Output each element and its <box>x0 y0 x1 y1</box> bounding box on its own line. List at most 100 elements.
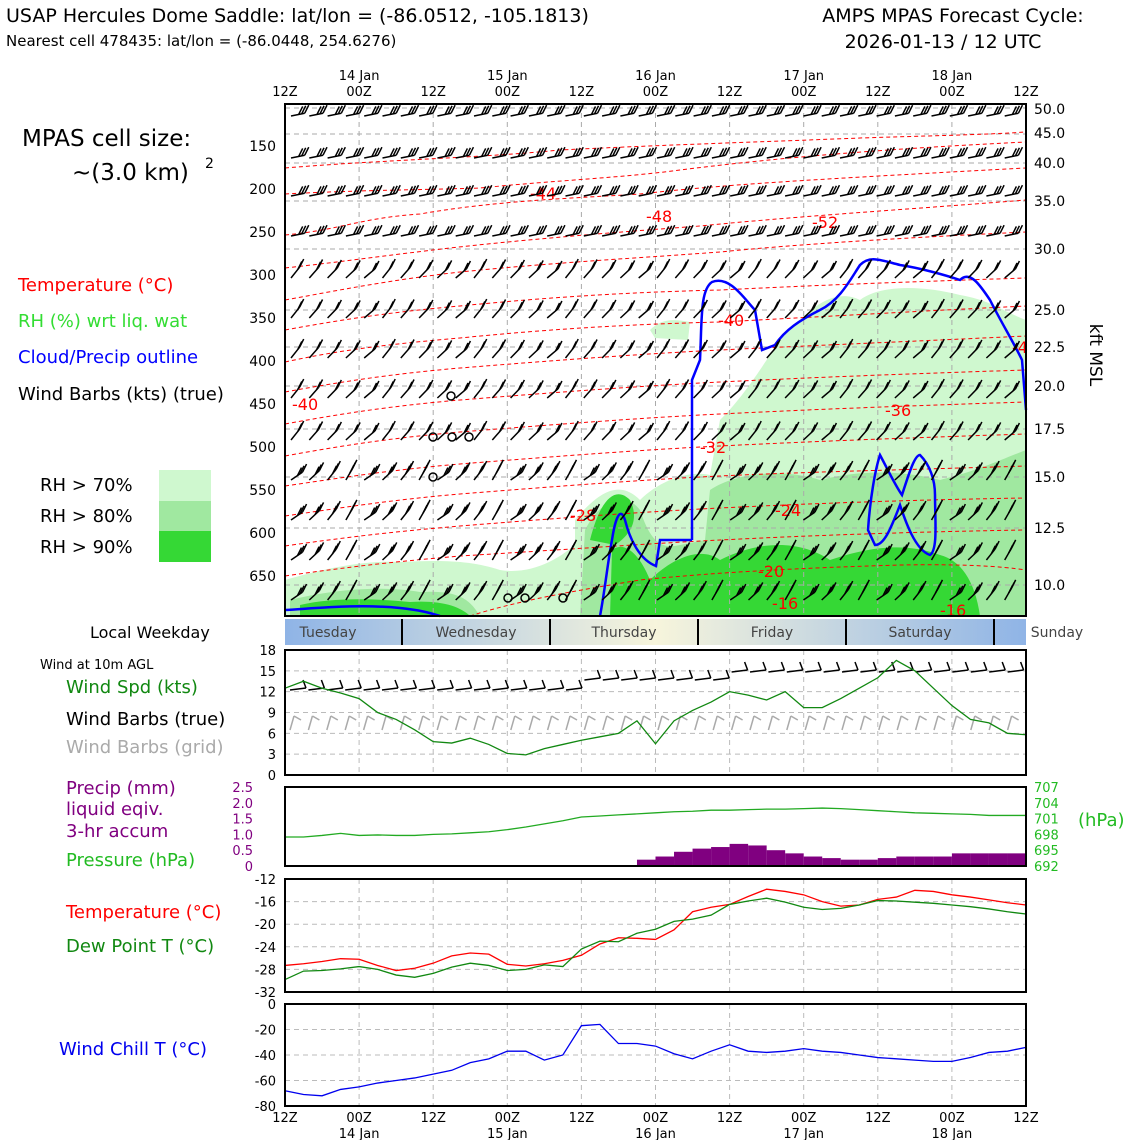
wind-barb-feather <box>715 504 721 514</box>
wind-barb-feather <box>755 504 762 513</box>
wind-barb-feather <box>864 341 871 351</box>
wind-barb <box>674 542 691 561</box>
wind-barb-feather <box>590 301 596 311</box>
wind-barb-feather <box>885 379 892 389</box>
grid-wind-barb <box>583 715 596 731</box>
wind-barb-feather <box>816 184 822 194</box>
wind-barb-feather <box>974 715 983 721</box>
wind-barb-feather <box>719 342 725 351</box>
true-wind-barb <box>823 661 841 673</box>
wind-barb-feather <box>369 507 376 516</box>
wind-barb-feather <box>771 585 777 595</box>
wind-barb-feather <box>413 146 420 156</box>
wind-barb-feather <box>850 185 856 195</box>
true-wind-barb <box>492 679 510 691</box>
wind-barb-feather <box>322 104 328 114</box>
wind-barb <box>473 146 493 159</box>
wind-barb <box>363 543 381 561</box>
wind-barb-feather <box>502 105 508 115</box>
wind-barb <box>510 104 529 117</box>
wind-barb-feather <box>977 421 983 431</box>
top-date-label: 15 Jan <box>487 69 528 84</box>
wind-barb <box>711 579 724 601</box>
wind-barb-feather <box>317 339 324 348</box>
wind-barb <box>308 502 325 521</box>
wind-barb-feather <box>316 584 322 593</box>
wind-barb-feather <box>917 505 923 515</box>
cloud-outlines <box>284 258 1028 618</box>
wind-barb-feather <box>322 184 328 194</box>
wind-barb-feather <box>557 185 563 195</box>
wind-barb <box>491 499 504 521</box>
wind-barb-feather <box>926 184 932 194</box>
legend-rh-70: RH > 70% <box>40 475 133 496</box>
wind-barb-feather <box>792 186 798 195</box>
wind-barb-staff <box>694 677 711 681</box>
wind-barb-feather <box>795 185 801 195</box>
wind-barb-feather <box>904 225 911 235</box>
weekday-label: Tuesday <box>299 625 357 641</box>
wind-barb-feather <box>665 545 671 555</box>
wind-barb-feather <box>999 224 1005 234</box>
wind-barb-feather <box>358 224 365 234</box>
wind-barb <box>821 184 841 197</box>
grid-wind-barb <box>289 715 302 731</box>
wind-barb-feather <box>463 544 469 553</box>
wind-barb-feather <box>773 148 780 157</box>
wind-barb <box>894 184 914 197</box>
wind-barb-staff <box>362 715 369 731</box>
wind-barb-feather <box>978 225 984 235</box>
wind-barb-feather <box>738 585 744 595</box>
wind-barb-feather <box>923 260 929 270</box>
wind-barb <box>619 260 636 279</box>
y-tick-label: -20 <box>255 1024 276 1039</box>
wind-barb-staff <box>822 715 829 731</box>
wind-barb <box>876 299 892 319</box>
wind-barb-feather <box>607 466 613 475</box>
wind-barb-feather <box>938 226 944 235</box>
wind-barb-feather <box>995 340 1002 349</box>
wind-barb-feather <box>809 587 815 596</box>
wind-barb-feather <box>938 186 944 195</box>
wind-barb <box>894 380 910 399</box>
wind-barb-feather <box>811 465 818 475</box>
wind-barb-feather <box>334 341 340 351</box>
grid-wind-barb <box>896 715 909 731</box>
wind-barb-feather <box>413 224 420 234</box>
weekday-bar-fill <box>285 619 1026 645</box>
true-wind-barb <box>676 669 694 681</box>
precip-tick-label: 1.0 <box>232 828 253 843</box>
wind-barb-feather <box>866 259 873 268</box>
wind-barb-feather <box>831 300 838 310</box>
wind-barb-feather <box>810 106 816 115</box>
wind-barb-feather <box>538 260 544 269</box>
grid-wind-barb <box>841 715 854 731</box>
wind-barb-feather <box>682 148 688 157</box>
wind-barb <box>931 104 950 117</box>
wind-barb-feather <box>741 543 747 553</box>
wind-barb-feather <box>388 341 394 350</box>
wind-barb-feather <box>868 147 874 157</box>
wind-barb-feather <box>743 146 749 156</box>
wind-barb-feather <box>812 260 819 269</box>
wind-speed-line <box>284 659 1027 756</box>
wind-barb-feather <box>902 504 908 513</box>
wind-barb <box>418 339 434 359</box>
wind-barb-feather <box>538 340 544 349</box>
wind-barb-feather <box>923 105 929 115</box>
wind-barb-feather <box>772 715 780 721</box>
wind-barb <box>674 421 690 441</box>
wind-barb-feather <box>981 224 987 234</box>
wind-barb-staff <box>786 715 792 731</box>
wind-barb <box>565 224 584 237</box>
wind-barb-staff <box>602 677 619 681</box>
wind-barb-feather <box>377 146 383 156</box>
wind-barb <box>912 380 929 399</box>
wind-barb-feather <box>572 106 578 115</box>
wind-barb-feather <box>480 341 486 350</box>
wind-barb <box>308 582 325 601</box>
wind-barb <box>1004 260 1021 279</box>
wind-barb-feather <box>500 379 507 388</box>
wind-barb <box>491 339 507 359</box>
